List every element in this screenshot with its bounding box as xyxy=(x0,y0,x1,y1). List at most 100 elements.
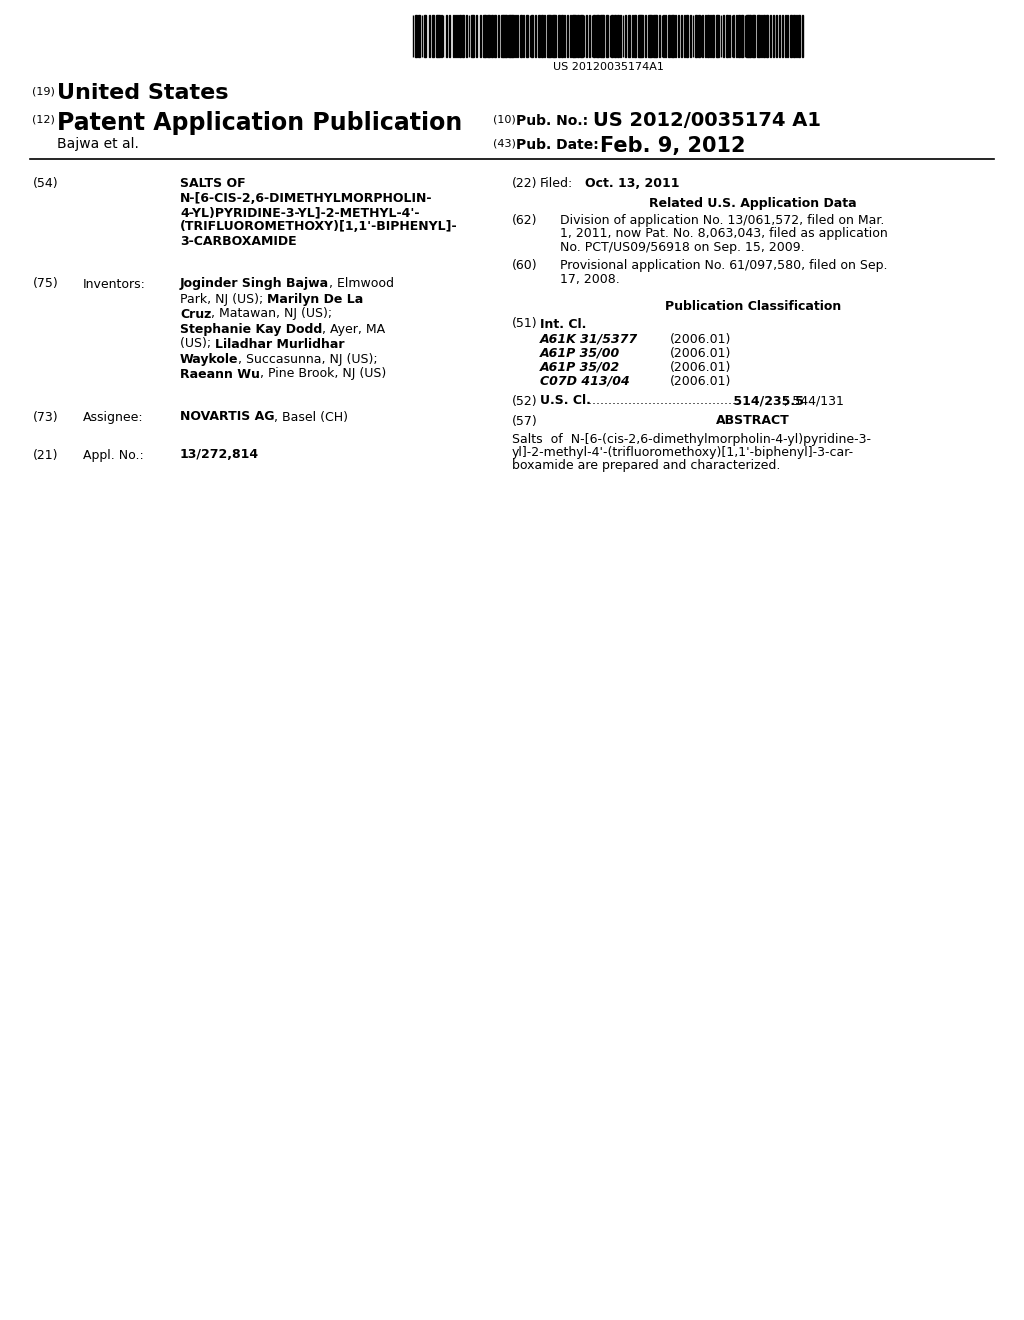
Bar xyxy=(781,15,783,57)
Bar xyxy=(425,15,426,57)
Bar xyxy=(594,15,595,57)
Bar xyxy=(735,15,737,57)
Bar xyxy=(581,15,583,57)
Text: (US);: (US); xyxy=(180,338,215,351)
Text: Raeann Wu: Raeann Wu xyxy=(180,367,260,380)
Bar xyxy=(542,15,544,57)
Text: , Pine Brook, NJ (US): , Pine Brook, NJ (US) xyxy=(260,367,386,380)
Bar xyxy=(793,15,795,57)
Bar xyxy=(476,15,477,57)
Text: 17, 2008.: 17, 2008. xyxy=(560,273,620,286)
Bar xyxy=(502,15,503,57)
Bar xyxy=(786,15,788,57)
Bar xyxy=(462,15,464,57)
Text: (60): (60) xyxy=(512,260,538,272)
Text: (2006.01): (2006.01) xyxy=(670,360,731,374)
Bar xyxy=(695,15,697,57)
Bar xyxy=(596,15,598,57)
Text: 3-CARBOXAMIDE: 3-CARBOXAMIDE xyxy=(180,235,297,248)
Bar xyxy=(669,15,670,57)
Bar xyxy=(616,15,620,57)
Bar xyxy=(453,15,454,57)
Bar xyxy=(512,15,514,57)
Bar xyxy=(440,15,442,57)
Text: Appl. No.:: Appl. No.: xyxy=(83,449,143,462)
Bar xyxy=(456,15,457,57)
Bar xyxy=(558,15,559,57)
Bar xyxy=(574,15,575,57)
Bar xyxy=(656,15,657,57)
Bar xyxy=(569,15,570,57)
Bar xyxy=(620,15,622,57)
Text: United States: United States xyxy=(57,83,228,103)
Text: Division of application No. 13/061,572, filed on Mar.: Division of application No. 13/061,572, … xyxy=(560,214,885,227)
Text: ......................................: ...................................... xyxy=(584,395,740,408)
Bar xyxy=(707,15,709,57)
Bar xyxy=(567,15,568,57)
Bar xyxy=(641,15,643,57)
Text: (57): (57) xyxy=(512,414,538,428)
Text: (2006.01): (2006.01) xyxy=(670,346,731,359)
Text: N-[6-CIS-2,6-DIMETHYLMORPHOLIN-: N-[6-CIS-2,6-DIMETHYLMORPHOLIN- xyxy=(180,191,432,205)
Text: ; 544/131: ; 544/131 xyxy=(784,395,844,408)
Bar xyxy=(450,15,451,57)
Bar xyxy=(578,15,580,57)
Bar xyxy=(746,15,748,57)
Bar xyxy=(445,15,447,57)
Bar xyxy=(415,15,417,57)
Bar xyxy=(740,15,742,57)
Text: Waykole: Waykole xyxy=(180,352,239,366)
Bar xyxy=(554,15,556,57)
Bar xyxy=(684,15,685,57)
Text: A61P 35/02: A61P 35/02 xyxy=(540,360,621,374)
Text: yl]-2-methyl-4'-(trifluoromethoxy)[1,1'-biphenyl]-3-car-: yl]-2-methyl-4'-(trifluoromethoxy)[1,1'-… xyxy=(512,446,854,459)
Text: Oct. 13, 2011: Oct. 13, 2011 xyxy=(585,177,680,190)
Bar xyxy=(772,15,774,57)
Bar xyxy=(726,15,728,57)
Bar xyxy=(517,15,518,57)
Text: U.S. Cl.: U.S. Cl. xyxy=(540,395,591,408)
Text: (10): (10) xyxy=(493,114,516,124)
Text: Provisional application No. 61/097,580, filed on Sep.: Provisional application No. 61/097,580, … xyxy=(560,260,888,272)
Bar xyxy=(611,15,613,57)
Bar xyxy=(487,15,488,57)
Text: Stephanie Kay Dodd: Stephanie Kay Dodd xyxy=(180,322,323,335)
Text: Salts  of  N-[6-(cis-2,6-dimethylmorpholin-4-yl)pyridine-3-: Salts of N-[6-(cis-2,6-dimethylmorpholin… xyxy=(512,433,871,446)
Text: Filed:: Filed: xyxy=(540,177,573,190)
Bar xyxy=(483,15,484,57)
Text: (2006.01): (2006.01) xyxy=(670,375,731,388)
Text: 1, 2011, now Pat. No. 8,063,043, filed as application: 1, 2011, now Pat. No. 8,063,043, filed a… xyxy=(560,227,888,240)
Bar xyxy=(718,15,719,57)
Bar xyxy=(645,15,646,57)
Text: (52): (52) xyxy=(512,395,538,408)
Bar xyxy=(723,15,724,57)
Bar xyxy=(490,15,493,57)
Text: Publication Classification: Publication Classification xyxy=(665,301,841,314)
Text: (12): (12) xyxy=(32,114,55,124)
Bar xyxy=(552,15,554,57)
Bar xyxy=(479,15,481,57)
Bar xyxy=(508,15,510,57)
Bar xyxy=(778,15,780,57)
Bar xyxy=(605,15,608,57)
Bar xyxy=(586,15,588,57)
Bar xyxy=(489,15,490,57)
Text: Marilyn De La: Marilyn De La xyxy=(267,293,364,305)
Bar xyxy=(459,15,461,57)
Bar xyxy=(698,15,700,57)
Bar xyxy=(753,15,754,57)
Text: (19): (19) xyxy=(32,87,55,96)
Bar xyxy=(613,15,616,57)
Text: No. PCT/US09/56918 on Sep. 15, 2009.: No. PCT/US09/56918 on Sep. 15, 2009. xyxy=(560,242,805,253)
Text: Patent Application Publication: Patent Application Publication xyxy=(57,111,462,135)
Bar xyxy=(712,15,715,57)
Text: Joginder Singh Bajwa: Joginder Singh Bajwa xyxy=(180,277,329,290)
Bar xyxy=(510,15,512,57)
Bar xyxy=(526,15,527,57)
Bar xyxy=(650,15,652,57)
Bar xyxy=(671,15,673,57)
Bar xyxy=(535,15,536,57)
Text: (54): (54) xyxy=(33,177,58,190)
Text: Pub. Date:: Pub. Date: xyxy=(516,139,599,152)
Bar xyxy=(799,15,801,57)
